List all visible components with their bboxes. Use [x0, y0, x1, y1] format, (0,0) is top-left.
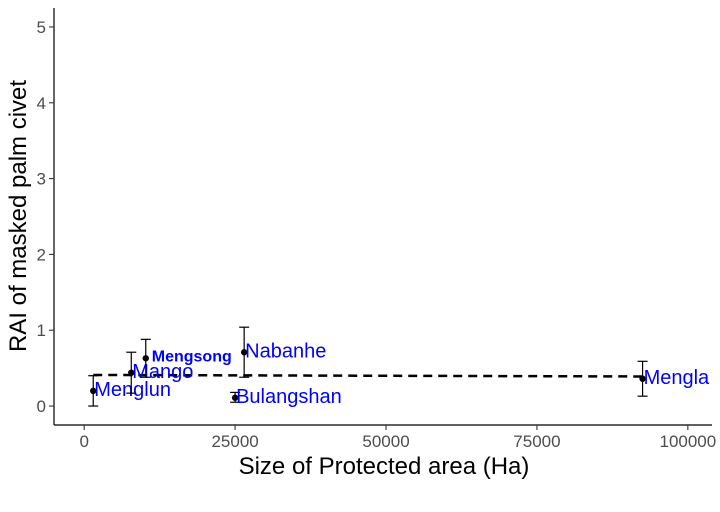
x-tick-label: 100000: [659, 432, 716, 451]
data-point: [231, 394, 239, 401]
data-point: [639, 375, 646, 382]
x-axis-title: Size of Protected area (Ha): [239, 453, 530, 480]
data-point: [128, 369, 135, 376]
y-tick-label: 0: [37, 397, 46, 416]
y-tick-label: 4: [37, 94, 46, 113]
y-axis-title: RAI of masked palm civet: [5, 80, 32, 352]
data-point: [90, 387, 97, 395]
x-tick-label: 75000: [513, 432, 560, 451]
y-tick-label: 1: [37, 321, 46, 340]
data-point: [240, 349, 248, 356]
point-label: Nabanhe: [245, 340, 326, 362]
point-label: Menglun: [94, 379, 171, 401]
point-label: Mengsong: [152, 348, 232, 365]
trend-line: [93, 373, 643, 378]
point-label: Bulangshan: [236, 386, 342, 408]
y-tick-label: 2: [37, 245, 46, 264]
x-tick-label: 0: [79, 432, 88, 451]
y-tick-label: 3: [37, 170, 46, 189]
y-tick-label: 5: [37, 18, 46, 37]
x-tick-label: 50000: [362, 432, 409, 451]
data-point: [142, 355, 149, 362]
x-tick-label: 25000: [211, 432, 258, 451]
plot-area: 0 25000 50000 75000 100000012345MenglunMango…: [37, 8, 716, 451]
point-label: Mengla: [644, 367, 710, 389]
